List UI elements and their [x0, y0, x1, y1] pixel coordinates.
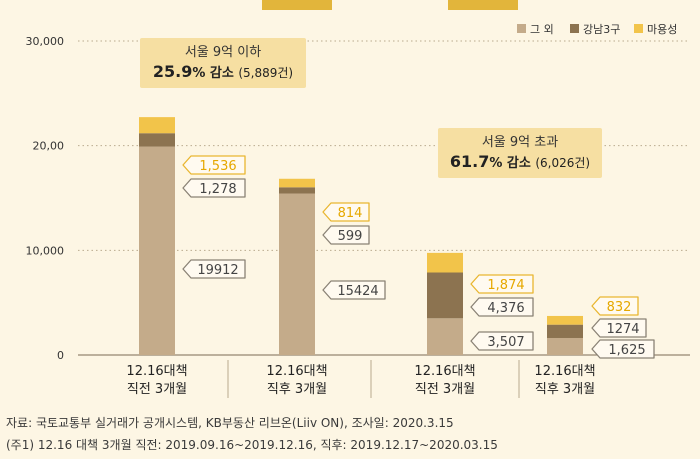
value-label: 4,376: [487, 301, 524, 316]
x-tick-label: 12.16대책: [126, 364, 187, 379]
annotation-box: [140, 38, 306, 88]
top-decoration-left: [262, 0, 332, 10]
value-label-box: [591, 318, 647, 338]
bar-segment: [427, 318, 463, 355]
legend-swatch: [517, 24, 526, 33]
value-label: 15424: [337, 284, 378, 299]
annotation-title: 서울 9억 이하: [185, 45, 261, 60]
annotation-detail: (6,026건): [535, 156, 590, 170]
annotation-percent-suffix: % 감소: [192, 66, 238, 81]
value-label: 3,507: [487, 335, 524, 350]
bar-segment: [427, 252, 463, 273]
x-tick-label: 직후 3개월: [535, 382, 595, 397]
annotation-value: 25.9% 감소 (5,889건): [153, 62, 293, 81]
value-label-box: [322, 280, 386, 300]
bar-segment: [547, 324, 583, 338]
value-label-box: [182, 259, 246, 279]
value-labels: 19912 1,278 1,536 15424 599 814 3,507 4,376 1,87…: [182, 155, 655, 359]
annotation-percent: 61.7: [450, 152, 489, 171]
value-label-box: [470, 331, 534, 351]
annotation-title: 서울 9억 초과: [482, 135, 558, 150]
value-label: 599: [338, 229, 363, 244]
x-tick-label: 직전 3개월: [415, 382, 475, 397]
y-tick-label: 0: [57, 349, 64, 362]
bar-segment: [547, 315, 583, 325]
y-tick-label: 10,000: [26, 244, 65, 257]
value-label-box: [322, 225, 370, 245]
legend-label: 강남3구: [583, 23, 620, 36]
annotation-detail: (5,889건): [238, 66, 293, 80]
value-label-box: [470, 274, 534, 294]
period-note: (주1) 12.16 대책 3개월 직전: 2019.09.16~2019.12…: [6, 438, 498, 452]
annotation-percent: 25.9: [153, 62, 192, 81]
value-label: 1,278: [199, 182, 236, 197]
legend-label: 마용성: [647, 23, 677, 36]
value-label: 814: [338, 206, 363, 221]
value-label: 1,874: [487, 278, 524, 293]
x-tick-label: 직전 3개월: [127, 382, 187, 397]
bar-segment: [279, 193, 315, 355]
y-tick-label: 30,000: [26, 35, 65, 48]
bars: [139, 117, 583, 355]
bar-segment: [279, 187, 315, 194]
value-label-box: [322, 202, 370, 222]
annotation-box: [438, 128, 602, 178]
bar-segment: [547, 337, 583, 355]
x-tick-label: 12.16대책: [534, 364, 595, 379]
x-tick-label: 직후 3개월: [267, 382, 327, 397]
bar-segment: [139, 146, 175, 355]
bar-segment: [427, 272, 463, 319]
x-tick-label: 12.16대책: [414, 364, 475, 379]
legend-swatch: [634, 24, 643, 33]
value-label: 19912: [197, 263, 238, 278]
source-note: 자료: 국토교통부 실거래가 공개시스템, KB부동산 리브온(Liiv ON)…: [6, 416, 454, 430]
bar-segment: [279, 178, 315, 188]
value-label: 1274: [606, 322, 639, 337]
legend-label: 그 외: [530, 23, 554, 36]
top-decoration-right: [448, 0, 518, 10]
stacked-bar-chart: 0 10,000 20,00 30,000 19912 1,278 1,536 15424 5…: [26, 23, 690, 398]
y-axis: 0 10,000 20,00 30,000: [26, 35, 690, 362]
value-label-box: [470, 297, 534, 317]
annotation-value: 61.7% 감소 (6,026건): [450, 152, 590, 171]
bar-segment: [139, 117, 175, 134]
value-label: 832: [607, 300, 632, 315]
legend: 그 외 강남3구 마용성: [517, 23, 677, 36]
value-label-box: [182, 155, 246, 175]
value-label-box: [591, 296, 639, 316]
value-label: 1,625: [608, 343, 645, 358]
x-tick-label: 12.16대책: [266, 364, 327, 379]
legend-swatch: [570, 24, 579, 33]
value-label-box: [591, 339, 655, 359]
y-tick-label: 20,00: [33, 140, 65, 153]
bar-segment: [139, 133, 175, 147]
annotation-percent-suffix: % 감소: [489, 156, 535, 171]
value-label-box: [182, 178, 246, 198]
value-label: 1,536: [199, 159, 236, 174]
